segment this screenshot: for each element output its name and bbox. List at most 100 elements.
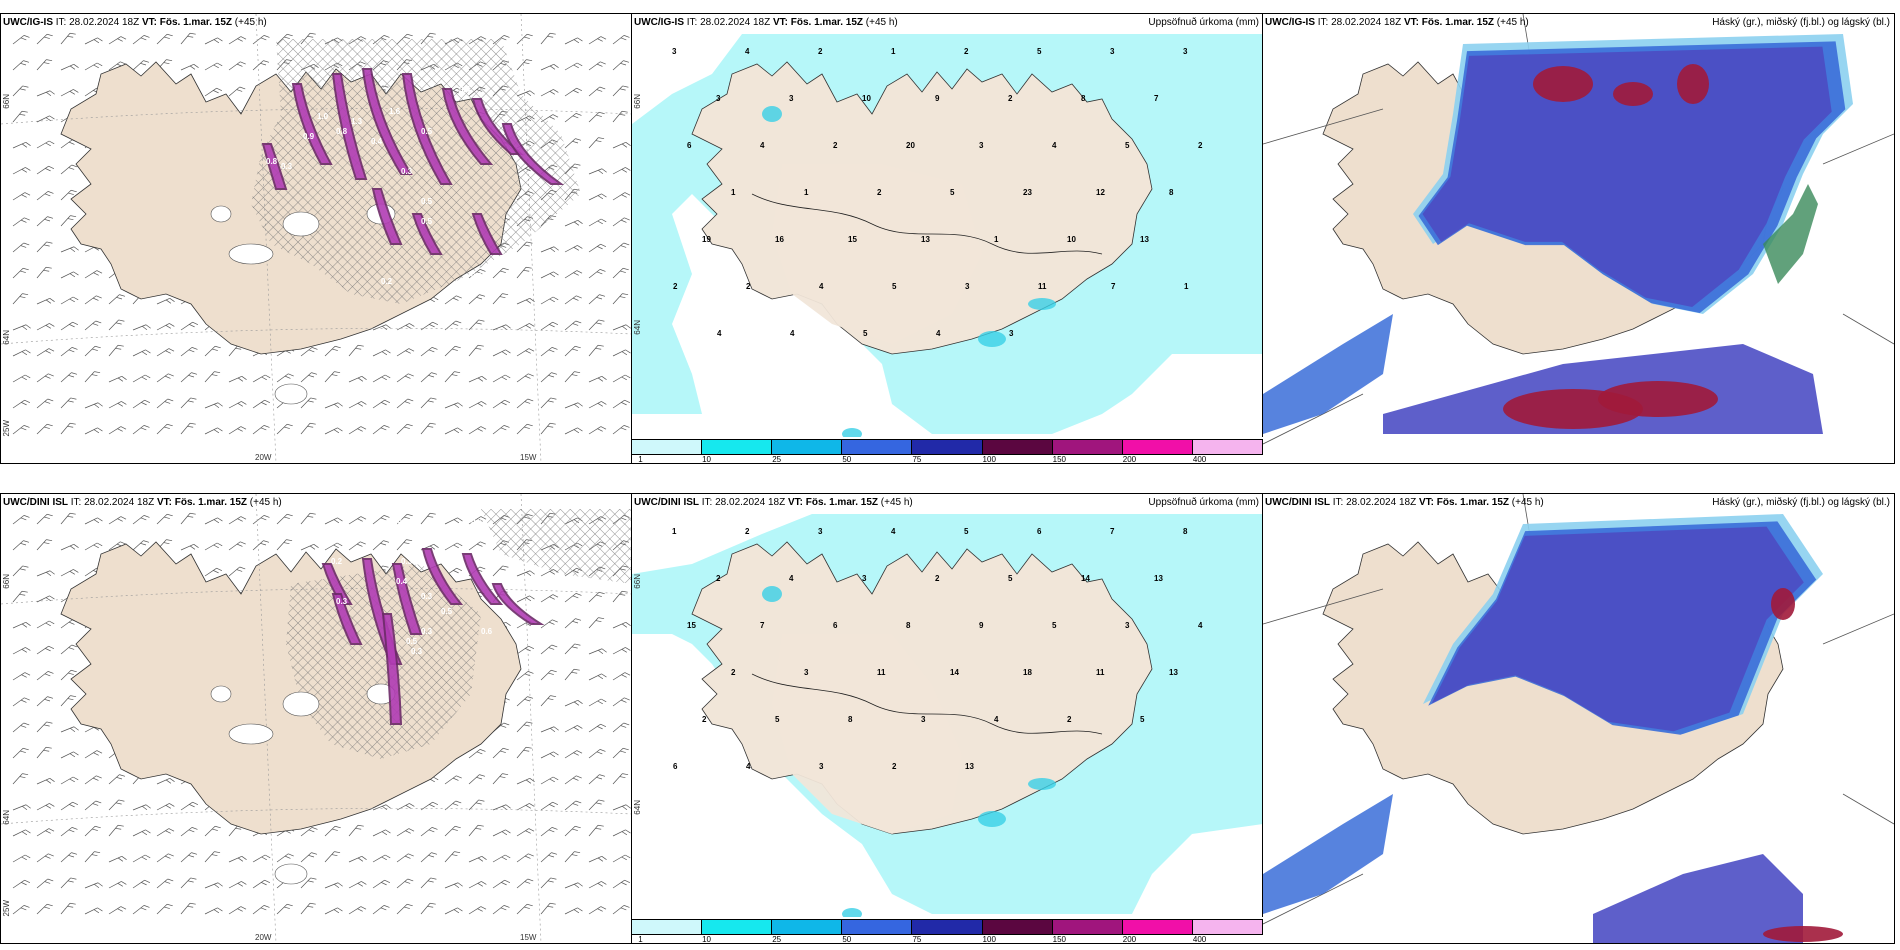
wind-barb [564,371,581,383]
wind-barb [108,906,127,915]
wind-barb [588,723,607,733]
wind-barb [444,542,463,551]
wind-barb [372,515,390,525]
wind-barb [180,321,199,331]
wind-barb [516,398,534,409]
wind-barb [420,902,436,915]
wind-barb [276,513,293,525]
wind-barb [300,397,317,409]
wind-barb [444,882,463,889]
wind-barb [180,397,197,409]
wind-barb [36,266,52,279]
snow-streak [391,563,423,635]
precip-value: 13 [1154,574,1163,583]
precip-value: 4 [745,47,750,56]
wind-barb [468,344,484,357]
snow-value: 0.4 [396,577,408,586]
precip-value: 5 [1008,574,1013,583]
wind-barb [36,115,55,123]
precip-value: 11 [1038,282,1047,291]
wind-barb [324,517,343,525]
wind-barb [204,542,223,551]
wind-barb [540,619,558,629]
wind-barb [156,777,175,785]
wind-barb [252,60,270,71]
wind-barb [12,141,31,149]
wind-barb [372,879,391,889]
product-title: Uppsöfnuð úrkoma (mm) [1148,17,1259,28]
wind-barb [12,515,30,525]
wind-barb [444,517,463,525]
wind-barb [540,296,559,305]
colorbar-swatch [1192,440,1263,454]
colorbar-swatch [772,920,843,934]
snow-streak [361,68,413,175]
wind-barb [492,773,509,785]
wind-barb [564,825,581,837]
high-cloud [1593,854,1803,943]
wind-barb [84,775,102,785]
precip-value: 7 [1154,94,1159,103]
snow-streak [491,583,545,625]
hatched-area [286,564,481,759]
wind-barb [372,905,390,915]
wind-barb [300,827,318,837]
wind-barb [564,907,583,915]
wind-barb [516,59,533,71]
wind-barb [612,85,629,97]
wind-barb [60,89,79,97]
snow-value: 0.3 [401,167,413,176]
wind-barb [540,726,559,733]
wind-barb [108,824,124,837]
colorbar-tick-label: 10 [702,935,712,944]
wind-barb [132,540,150,551]
precip-value: 3 [716,94,721,103]
wind-barb [492,747,509,759]
map-precip-dini: 1 2 3 4 5 6 7 8 2 4 3 2 5 14 13 15 7 6 8 9 5 3 4 2 3 11 14 18 11 13 2 5… [632,514,1263,920]
wind-barb [588,673,607,681]
precip-value: 2 [1008,94,1013,103]
precip-value: 16 [775,235,784,244]
wind-barb [612,349,631,357]
precip-value: 5 [863,329,868,338]
wind-barb [420,801,439,811]
snow-streak [371,188,403,245]
colorbar-tick-label: 50 [842,935,852,944]
wind-barb [84,270,103,279]
map-clouds-dini [1263,494,1894,943]
snow-value: 0.4 [459,85,471,94]
snow-value: 0.5 [441,607,453,616]
wind-barb [564,245,583,253]
wind-barb [516,746,532,759]
precip-colorbar: 1 10 25 50 75 100 150 200 400 [632,917,1263,943]
lon-label: 15W [520,933,537,942]
wind-barb [300,422,316,435]
precip-value: 2 [833,141,838,150]
wind-barb [12,374,31,383]
precip-value: 5 [892,282,897,291]
wind-barb [84,427,103,435]
wind-barb [108,774,126,785]
wind-barb [12,192,31,201]
wind-barb [12,804,31,811]
wind-barb [372,854,391,863]
snow-value: 0.6 [481,627,493,636]
wind-barb [612,293,629,305]
wind-barb [12,167,31,175]
wind-barb [300,347,318,357]
dry-area [772,634,962,834]
wind-barb [564,750,583,759]
colorbar-swatch [842,920,913,934]
wind-barb [36,191,54,201]
wind-barb [588,799,605,811]
wind-barb [588,111,605,123]
colorbar-swatch [982,920,1053,934]
wind-barb [588,168,607,175]
wind-barb [36,746,52,759]
wind-barb [132,60,150,71]
wind-barb [612,829,631,837]
wind-barb [564,593,582,603]
precip-value: 1 [891,47,896,56]
wind-barb [492,879,511,889]
wind-barb [60,877,77,889]
